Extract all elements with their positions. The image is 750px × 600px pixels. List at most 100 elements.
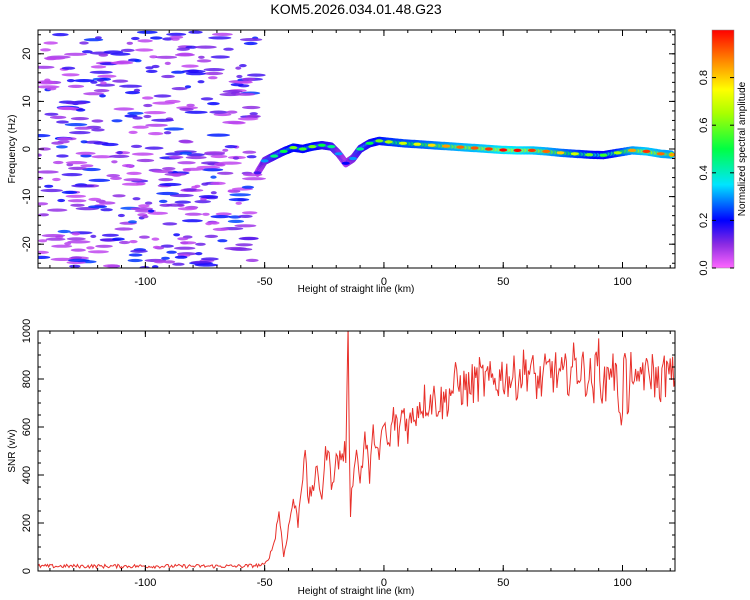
signal-point (499, 148, 508, 152)
signal-point (334, 152, 343, 156)
noise-blob (203, 71, 224, 76)
noise-blob (210, 215, 231, 219)
x-tick-label: 100 (613, 577, 631, 589)
y-tick-label: 600 (21, 418, 33, 436)
noise-blob (67, 240, 91, 244)
signal-point (668, 153, 675, 157)
noise-blob (110, 176, 122, 180)
noise-blob (184, 110, 208, 114)
noise-blob (196, 59, 212, 63)
noise-blob (184, 212, 203, 216)
noise-blob (194, 184, 201, 188)
noise-blob (203, 68, 225, 72)
noise-blob (101, 142, 119, 147)
noise-blob (130, 144, 143, 148)
noise-blob (113, 107, 135, 111)
colorbar-tick-label: 0.4 (698, 165, 710, 180)
x-tick-label: -50 (257, 276, 273, 288)
noise-blob (186, 153, 205, 157)
noise-blob (177, 207, 197, 211)
colorbar-tick-label: 0.0 (698, 260, 710, 275)
signal-point (399, 141, 407, 145)
snr-y-label: SNR (v/v) (7, 429, 18, 472)
noise-blob (51, 244, 73, 248)
noise-blob (112, 194, 126, 198)
noise-blob (70, 248, 86, 252)
signal-point (260, 159, 269, 163)
noise-blob (169, 155, 184, 159)
noise-blob (81, 50, 93, 54)
noise-blob (209, 110, 228, 114)
signal-point (341, 161, 350, 165)
noise-blob (181, 69, 206, 73)
noise-blob (235, 201, 242, 205)
noise-blob (132, 197, 141, 201)
snr-series-line (38, 331, 675, 570)
noise-blob (55, 145, 68, 149)
y-tick-label: -10 (21, 189, 33, 205)
noise-blob (195, 252, 203, 256)
noise-blob (56, 120, 69, 124)
noise-blob (80, 164, 94, 168)
noise-blob (137, 39, 153, 43)
noise-blob (128, 130, 138, 134)
noise-blob (127, 164, 135, 168)
noise-blob (86, 246, 95, 250)
x-tick-label: 0 (381, 276, 387, 288)
noise-blob (230, 83, 244, 87)
y-tick-label: -20 (21, 236, 33, 252)
noise-blob (38, 65, 55, 69)
noise-blob (75, 151, 96, 155)
noise-blob (98, 53, 109, 57)
noise-blob (119, 84, 143, 88)
noise-blob (100, 208, 113, 212)
noise-blob (188, 30, 203, 34)
noise-blob (151, 118, 175, 122)
noise-blob (194, 263, 219, 267)
noise-blob (128, 220, 137, 224)
signal-point (470, 146, 479, 150)
noise-blob (95, 36, 102, 40)
signal-point (317, 143, 326, 147)
noise-blob (56, 154, 69, 158)
x-tick-label: 50 (497, 577, 509, 589)
noise-blob (153, 260, 166, 264)
noise-blob (212, 227, 229, 231)
noise-blob (44, 112, 59, 116)
noise-blob (96, 78, 105, 82)
y-tick-label: 0 (21, 146, 33, 152)
signal-point (513, 148, 522, 152)
noise-blob (52, 160, 64, 165)
noise-blob (44, 184, 54, 188)
noise-blob (151, 237, 160, 241)
noise-blob (239, 38, 263, 42)
noise-blob (195, 242, 206, 246)
noise-blob (111, 160, 118, 164)
y-tick-label: 200 (21, 514, 33, 532)
noise-blob (235, 92, 256, 96)
noise-blob (243, 41, 258, 46)
noise-blob (184, 85, 192, 89)
noise-blob (182, 167, 204, 171)
signal-point (308, 145, 317, 149)
noise-blob (126, 41, 133, 45)
noise-blob (67, 84, 85, 88)
noise-blob (61, 66, 76, 70)
figure-title: KOM5.2026.034.01.48.G23 (270, 1, 441, 17)
noise-blob (38, 250, 49, 254)
noise-blob (164, 61, 171, 65)
noise-blob (222, 120, 244, 124)
noise-blob (57, 140, 70, 144)
noise-blob (204, 234, 218, 238)
noise-blob (43, 41, 58, 45)
noise-blob (71, 184, 95, 188)
noise-blob (131, 152, 154, 156)
noise-blob (116, 60, 131, 64)
colorbar: 0.0 0.2 0.4 0.6 0.8 Normalized spectral ampl… (698, 29, 748, 276)
noise-blob (235, 243, 253, 247)
noise-blob (227, 189, 234, 193)
noise-blob (177, 161, 196, 165)
noise-blob (172, 262, 185, 266)
